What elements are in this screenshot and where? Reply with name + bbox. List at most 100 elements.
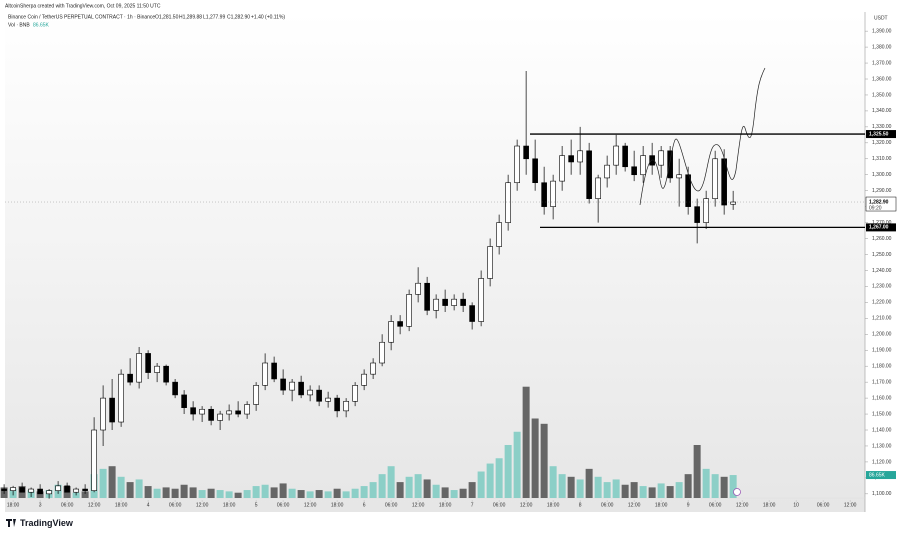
y-tick-label: 1,140.00 [872,427,892,433]
volume-bar [459,488,467,498]
candle-body [406,294,412,327]
volume-bar [684,474,692,498]
x-tick-label: 12:00 [520,502,533,508]
volume-bar [711,474,719,498]
volume-bar [342,491,350,498]
x-tick-label: 06:00 [169,502,182,508]
candle-body [343,400,349,412]
y-tick-label: 1,270.00 [872,220,892,226]
x-tick-label: 5 [255,502,258,508]
volume-bar [639,486,647,498]
candle-body [19,487,25,493]
candle-body [703,198,709,223]
candle-body [676,174,682,179]
candle-body [541,182,547,207]
candle-body [658,150,664,166]
volume-bar [270,487,278,498]
y-tick-label: 1,160.00 [872,395,892,401]
candle-body [550,180,556,207]
x-tick-label: 06:00 [61,502,74,508]
candle-body [730,201,736,205]
volume-bar [144,486,152,498]
volume-bar [468,482,476,498]
countdown: 09:20 [869,205,882,211]
volume-bar [216,490,224,498]
level-tag [866,223,896,232]
plot-background [5,12,865,512]
candle-body [577,150,583,163]
volume-bar [720,476,728,498]
x-tick-label: 8 [579,502,582,508]
candle-body [154,365,160,373]
volume-bar [279,483,287,498]
volume-bar [198,490,206,498]
x-tick-label: 18:00 [547,502,560,508]
x-tick-label: 18:00 [223,502,236,508]
volume-bar [441,487,449,498]
volume-bar [522,386,530,498]
volume-bar [369,482,377,498]
brand-name: TradingView [20,518,74,528]
volume-bar [567,476,575,498]
last-price-label: 1,282.90 [869,199,889,205]
candle-body [532,158,538,184]
ohlc-value: H1,289.88 [179,14,202,20]
x-tick-label: 18:00 [331,502,344,508]
candle-body [631,166,637,176]
x-tick-label: 7 [471,502,474,508]
candle-body [325,397,331,402]
candle-body [28,488,34,493]
volume-bar [504,445,512,498]
volume-bar [423,479,431,498]
volume-bar [657,483,665,498]
candle-body [379,341,385,364]
volume-bar [621,484,629,498]
x-tick-label: 6 [363,502,366,508]
candle-body [568,155,574,163]
candle-body [64,485,70,493]
y-tick-label: 1,170.00 [872,379,892,385]
volume-bar [576,479,584,498]
volume-title: Vol · BNB [8,22,30,28]
event-marker[interactable] [733,488,741,496]
candle-body [388,321,394,343]
candle-body [721,158,727,206]
volume-bar [531,418,539,498]
candle-body [46,490,52,495]
ohlc-value: +1.40 (+0.11%) [251,14,285,20]
y-tick-label: 1,210.00 [872,316,892,322]
x-tick-label: 18:00 [7,502,20,508]
y-tick-label: 1,330.00 [872,124,892,130]
candle-body [667,150,673,179]
volume-bar [585,468,593,498]
volume-bar [396,482,404,498]
y-tick-label: 1,200.00 [872,332,892,338]
candle-body [100,397,106,431]
ohlc-value: C1,282.90 [227,14,250,20]
y-tick-label: 1,220.00 [872,300,892,306]
volume-bar [594,476,602,498]
candle-body [244,404,250,415]
last-price-tag [865,196,897,212]
volume-bar [540,423,548,498]
level-tag [866,130,896,139]
volume-bar [36,491,44,498]
y-tick-label: 1,340.00 [872,108,892,114]
candle-body [127,373,133,383]
volume-readout: 86.65K [33,22,50,28]
x-tick-label: 12:00 [628,502,641,508]
x-tick-label: 18:00 [655,502,668,508]
x-tick-label: 06:00 [601,502,614,508]
volume-bar [126,482,134,498]
level-label: 1,267.00 [869,225,889,231]
candle-body [163,365,169,383]
candle-body [181,394,187,408]
volume-bar [234,492,242,498]
candle-body [514,145,520,184]
y-tick-label: 1,290.00 [872,188,892,194]
candle-body [712,158,718,199]
x-tick-label: 12:00 [304,502,317,508]
candle-body [595,177,601,199]
volume-bar [324,491,332,498]
